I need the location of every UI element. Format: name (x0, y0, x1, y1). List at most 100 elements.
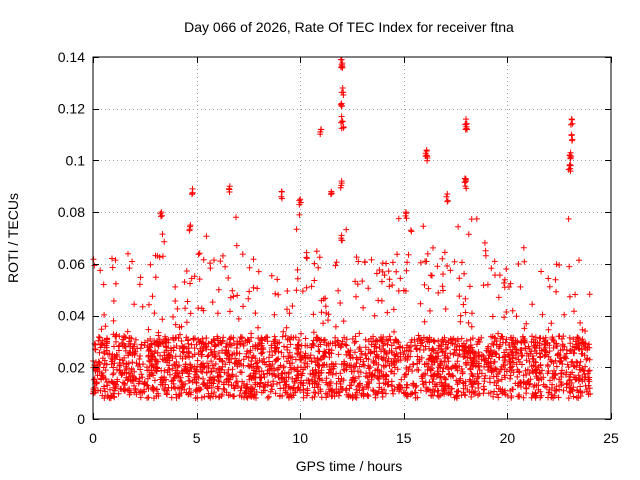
data-point (355, 258, 362, 265)
data-point (219, 391, 226, 398)
data-point (339, 338, 346, 345)
data-point (566, 293, 573, 300)
data-point (414, 353, 421, 360)
data-point (258, 368, 265, 374)
data-point (159, 316, 166, 323)
data-point (388, 349, 395, 356)
data-point (522, 367, 529, 374)
data-point (205, 352, 212, 359)
data-point (124, 387, 131, 394)
data-point (303, 392, 310, 399)
data-point (482, 252, 489, 259)
data-point (166, 357, 173, 364)
data-point (158, 213, 164, 220)
data-point (112, 280, 119, 287)
data-point (482, 247, 489, 254)
data-point (332, 323, 339, 330)
data-point (311, 277, 318, 284)
data-point (426, 379, 433, 386)
data-point (586, 385, 593, 392)
data-point (301, 353, 308, 360)
data-point (511, 344, 518, 351)
data-point (225, 348, 232, 354)
data-point (439, 348, 446, 355)
data-point (227, 294, 234, 301)
data-point (421, 318, 428, 325)
data-point (244, 383, 251, 390)
data-point (565, 395, 572, 402)
data-point (478, 356, 485, 363)
data-point (284, 288, 291, 294)
data-point (481, 378, 488, 385)
data-point (537, 370, 544, 377)
data-point (95, 334, 102, 340)
data-point (458, 335, 465, 342)
data-point (168, 378, 175, 385)
data-point (182, 363, 189, 370)
data-point (215, 286, 222, 293)
data-point (566, 263, 573, 270)
data-point (570, 374, 577, 381)
data-point (311, 374, 318, 381)
data-point (574, 359, 581, 366)
data-point (537, 361, 544, 368)
data-point (519, 352, 526, 359)
data-point (301, 359, 308, 366)
data-point (287, 385, 294, 392)
data-point (532, 389, 539, 396)
data-point (547, 356, 554, 363)
data-point (549, 336, 556, 342)
data-point (308, 358, 315, 365)
data-point (212, 361, 219, 367)
data-point (183, 367, 190, 374)
data-point (107, 386, 113, 393)
data-point (356, 344, 363, 351)
data-point (194, 388, 201, 395)
data-point (287, 354, 294, 361)
data-point (227, 336, 234, 343)
data-point (531, 348, 538, 354)
data-point (123, 374, 130, 381)
data-point (178, 378, 185, 385)
y-tick-label: 0.02 (58, 359, 85, 375)
data-point (137, 345, 144, 352)
data-point (293, 345, 299, 352)
data-point (570, 384, 577, 391)
data-point (95, 337, 102, 344)
data-point (255, 324, 261, 331)
data-point (492, 335, 499, 342)
data-point (318, 356, 324, 363)
data-point (203, 343, 210, 350)
data-point (223, 378, 230, 385)
data-point (353, 386, 360, 393)
data-point (161, 367, 168, 374)
data-point (97, 341, 104, 348)
data-point (386, 276, 393, 283)
data-point (462, 295, 469, 302)
data-point (291, 378, 298, 385)
data-point (109, 356, 116, 363)
data-point (141, 388, 148, 395)
data-point (328, 347, 335, 354)
data-point (523, 320, 530, 327)
data-point (204, 353, 211, 360)
data-point (438, 342, 445, 348)
data-point (555, 351, 561, 358)
data-point (286, 310, 293, 317)
data-point (214, 337, 221, 344)
x-tick-label: 25 (603, 430, 619, 446)
data-point (208, 368, 215, 375)
data-point (338, 343, 345, 350)
data-point (136, 389, 143, 396)
data-point (403, 215, 410, 222)
data-point (231, 350, 238, 357)
data-point (274, 340, 281, 347)
data-point (420, 381, 427, 387)
data-point (339, 118, 346, 125)
data-point (444, 344, 451, 351)
data-point (519, 333, 526, 340)
data-point (526, 370, 533, 377)
data-point (199, 335, 206, 342)
data-point (266, 358, 273, 365)
data-point (299, 370, 306, 377)
